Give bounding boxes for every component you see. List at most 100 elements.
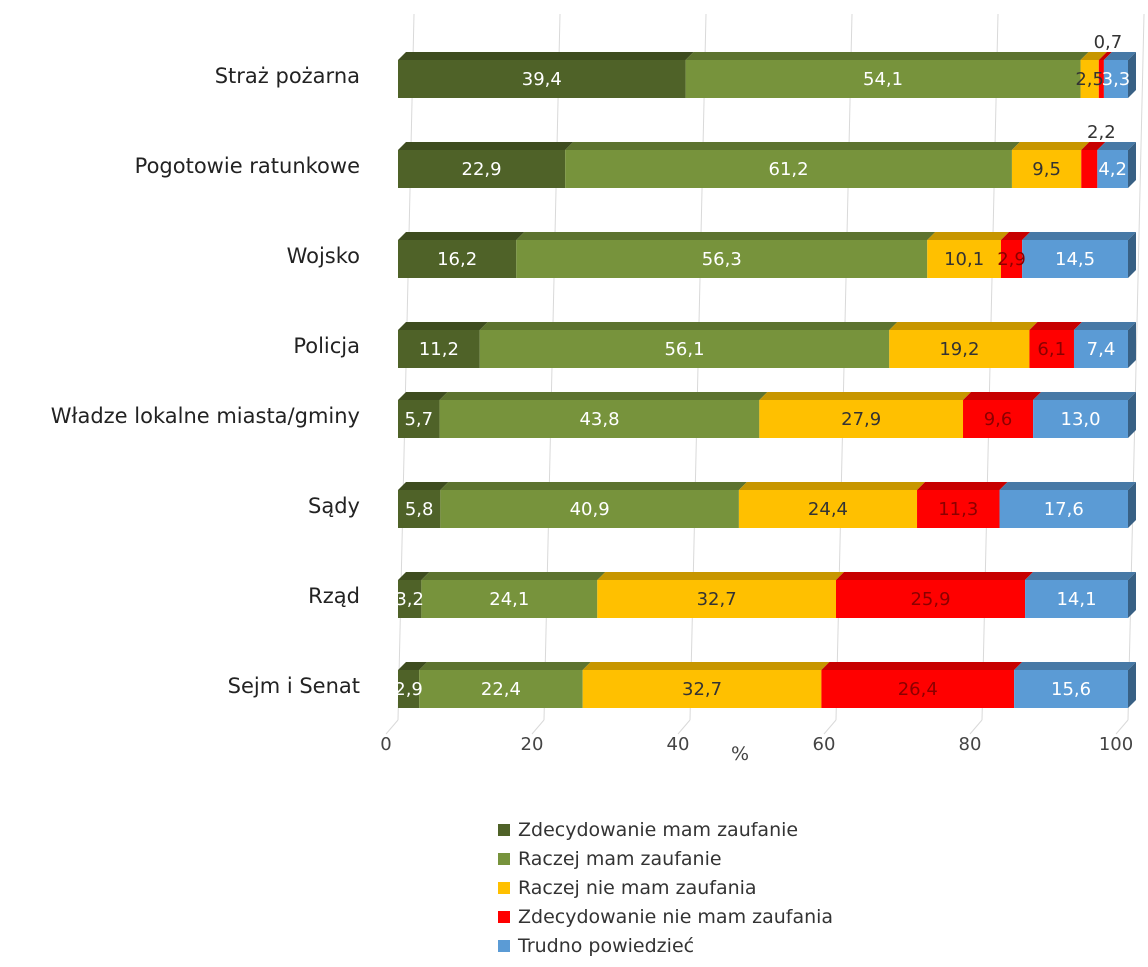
bar-segment-front [821, 670, 1015, 708]
gridlines [385, 13, 1145, 735]
bar-segment [516, 232, 936, 278]
bar-segment [398, 322, 488, 368]
bar-segment-front [889, 330, 1030, 368]
bar-segment-front [398, 240, 517, 278]
x-tick-label: 0 [380, 734, 391, 755]
x-axis-title: % [731, 743, 749, 765]
bar-segment-front [479, 330, 890, 368]
bar-segment-top [398, 322, 488, 330]
bar-segment [1081, 142, 1106, 188]
bar-value-label: 13,0 [1061, 409, 1101, 430]
bar-value-label: 24,1 [489, 589, 529, 610]
bar-value-label: 19,2 [939, 339, 979, 360]
legend-swatch [498, 852, 510, 865]
bar-segment-front [1080, 60, 1099, 98]
bar-segment-top [1097, 142, 1136, 150]
bar-segment-front [398, 400, 440, 438]
bar-segment [1080, 52, 1107, 98]
bar-value-label: 22,4 [481, 679, 521, 700]
bar-value-label: 3,3 [1102, 69, 1131, 90]
bar-value-label: 43,8 [579, 409, 619, 430]
bar-segment-front [738, 490, 918, 528]
bar-value-label: 54,1 [863, 69, 903, 90]
bar-value-label: 17,6 [1044, 499, 1084, 520]
bar-segment-front [565, 150, 1012, 188]
bar-segment-top [685, 52, 1089, 60]
bar-segment [398, 392, 448, 438]
bar-segment-top [582, 662, 830, 670]
bar-value-label: 7,4 [1087, 339, 1116, 360]
bar-segment-top [889, 322, 1038, 330]
bar-segment-front [1029, 330, 1074, 368]
legend-label: Zdecydowanie mam zaufanie [518, 818, 799, 841]
bar-value-label: 5,8 [405, 499, 434, 520]
bar-segment [1022, 232, 1136, 278]
bar-segment-front [421, 580, 598, 618]
category-label: Władze lokalne miasta/gminy [51, 404, 360, 428]
legend-swatch [498, 939, 510, 952]
bar-segment-front [398, 330, 480, 368]
bar-segment-top [398, 482, 449, 490]
bar-segment-front [963, 400, 1034, 438]
gridline-floor [1115, 719, 1129, 735]
bar-segment-top [917, 482, 1008, 490]
bar-segment-front [398, 150, 566, 188]
legend-label: Raczej mam zaufanie [518, 847, 722, 870]
bar-segment-front [1011, 150, 1082, 188]
bar-value-label: 56,1 [664, 339, 704, 360]
bar-segment [419, 662, 591, 708]
bar-segment [1025, 572, 1136, 618]
bar-segment-front [759, 400, 964, 438]
bar-segment [917, 482, 1008, 528]
bar-segment-top [398, 52, 694, 60]
bar-segment-top [479, 322, 898, 330]
bar-segment [963, 392, 1042, 438]
category-label: Straż pożarna [215, 64, 360, 88]
bar-segment [565, 142, 1020, 188]
bar-segment-front [1014, 670, 1128, 708]
legend-item: Raczej nie mam zaufania [498, 873, 833, 902]
bar-segment-top [1022, 232, 1136, 240]
bar-value-label: 26,4 [898, 679, 938, 700]
bar-segment [398, 52, 694, 98]
bar-value-label: 61,2 [769, 159, 809, 180]
legend-swatch [498, 823, 510, 836]
bar-value-label: 27,9 [841, 409, 881, 430]
bar-segment [398, 142, 574, 188]
bar-segment-front [1022, 240, 1128, 278]
bar-value-label: 25,9 [910, 589, 950, 610]
bar-side [1128, 232, 1136, 278]
bar-segment-front [597, 580, 836, 618]
bar-segment-top [439, 392, 768, 400]
bar-segment-top [821, 662, 1023, 670]
bar-segment-top [398, 662, 428, 670]
bar-value-label: 32,7 [697, 589, 737, 610]
bar-segment-front [836, 580, 1026, 618]
bar-segment [398, 662, 428, 708]
bar-segment [421, 572, 606, 618]
bar-segment-top [565, 142, 1020, 150]
bar-segment [999, 482, 1136, 528]
bar-segment [821, 662, 1023, 708]
bar-segment-top [1025, 572, 1136, 580]
x-tick-label: 60 [813, 734, 836, 755]
bar-segment-front [1097, 150, 1128, 188]
bar-value-label: 14,1 [1056, 589, 1096, 610]
bar-segment-top [1029, 322, 1082, 330]
bar-segment-top [1103, 52, 1136, 60]
bar-segment-top [398, 142, 574, 150]
bar-value-label: 3,2 [395, 589, 424, 610]
bar-segment [836, 572, 1034, 618]
bar-segment-top [1014, 662, 1136, 670]
bar-segment-front [398, 490, 441, 528]
bar-segment-top [963, 392, 1042, 400]
bar-segment [582, 662, 830, 708]
bar-segment-front [398, 60, 686, 98]
bar-segment-front [582, 670, 822, 708]
bar-segment-top [1080, 52, 1107, 60]
bar-value-label: 24,4 [808, 499, 848, 520]
bar-value-label: 9,6 [984, 409, 1013, 430]
category-label: Rząd [308, 584, 360, 608]
legend-item: Trudno powiedzieć [498, 931, 833, 960]
bar-segment [1014, 662, 1136, 708]
